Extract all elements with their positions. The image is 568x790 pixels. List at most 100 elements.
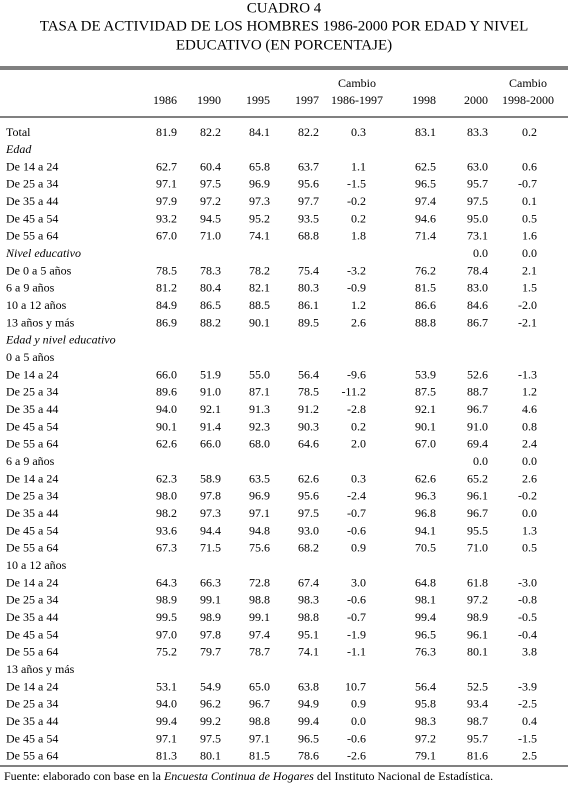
cell: -2.8	[347, 402, 366, 416]
cell: 2.6	[522, 471, 537, 485]
cell: 97.5	[200, 177, 221, 191]
cell: 71.0	[467, 541, 488, 555]
row-label: De 55 a 64	[6, 645, 58, 659]
cell: 0.0	[473, 246, 488, 260]
cell: 53.9	[415, 367, 436, 381]
cell: 96.8	[415, 506, 436, 520]
cell: 99.1	[249, 610, 270, 624]
cell: -3.9	[518, 679, 537, 693]
cell: -2.5	[518, 697, 537, 711]
row-label: De 45 a 54	[6, 731, 58, 745]
cell: 75.4	[298, 263, 319, 277]
cell: 86.9	[156, 315, 177, 329]
cell: 61.8	[467, 575, 488, 589]
cell: 1.1	[351, 159, 366, 173]
cell: 0.5	[522, 541, 537, 555]
cell: 0.3	[351, 125, 366, 139]
cell: 88.7	[467, 385, 488, 399]
cell: 78.5	[298, 385, 319, 399]
cell: 81.3	[156, 749, 177, 763]
cell: 82.2	[298, 125, 319, 139]
cell: 76.2	[415, 263, 436, 277]
cell: 92.1	[415, 402, 436, 416]
cell: 98.3	[298, 593, 319, 607]
row-label: 13 años y más	[6, 662, 75, 676]
cell: 95.6	[298, 489, 319, 503]
cell: 66.0	[156, 367, 177, 381]
cell: 0.6	[522, 159, 537, 173]
title-line: EDUCATIVO (EN PORCENTAJE)	[176, 37, 392, 53]
cell: 98.3	[415, 714, 436, 728]
cell: 78.3	[200, 263, 221, 277]
column-header: 1997	[295, 93, 319, 107]
row-label: De 25 a 34	[6, 177, 58, 191]
row-label: De 45 a 54	[6, 419, 58, 433]
cell: 94.1	[415, 523, 436, 537]
cell: 78.5	[156, 263, 177, 277]
cell: 51.9	[200, 367, 221, 381]
cell: 94.0	[156, 402, 177, 416]
cell: -2.6	[347, 749, 366, 763]
cell: 96.1	[467, 627, 488, 641]
cell: 99.4	[298, 714, 319, 728]
row-label: 10 a 12 años	[6, 558, 67, 572]
cell: 90.1	[249, 315, 270, 329]
section-label: Edad y nivel educativo	[5, 333, 116, 347]
column-header: 2000	[464, 93, 488, 107]
cell: 96.9	[249, 489, 270, 503]
cell: 90.1	[156, 419, 177, 433]
cell: 83.1	[415, 125, 436, 139]
cell: 86.5	[200, 298, 221, 312]
cell: 86.6	[415, 298, 436, 312]
cell: 80.1	[200, 749, 221, 763]
cell: 97.2	[200, 194, 221, 208]
cell: 63.5	[249, 471, 270, 485]
cell: 87.5	[415, 385, 436, 399]
cell: -1.5	[347, 177, 366, 191]
cell: 97.2	[415, 731, 436, 745]
column-header: 1998	[412, 93, 436, 107]
cell: 0.2	[351, 419, 366, 433]
cell: 91.3	[249, 402, 270, 416]
cell: 95.5	[467, 523, 488, 537]
cell: 97.4	[415, 194, 436, 208]
cell: 79.7	[200, 645, 221, 659]
cell: 63.7	[298, 159, 319, 173]
cell: 99.2	[200, 714, 221, 728]
cell: 52.5	[467, 679, 488, 693]
row-label: 0 a 5 años	[6, 350, 55, 364]
cell: 86.1	[298, 298, 319, 312]
cell: 1.3	[522, 523, 537, 537]
cell: 68.0	[249, 437, 270, 451]
cell: -0.5	[518, 610, 537, 624]
cell: 76.3	[415, 645, 436, 659]
cell: 69.4	[467, 437, 488, 451]
cell: 64.8	[415, 575, 436, 589]
cell: 97.1	[249, 731, 270, 745]
row-label: De 35 a 44	[6, 610, 58, 624]
cell: 67.4	[298, 575, 319, 589]
title-line: TASA DE ACTIVIDAD DE LOS HOMBRES 1986-20…	[40, 18, 529, 34]
cell: 97.5	[467, 194, 488, 208]
cell: 96.3	[415, 489, 436, 503]
row-label: De 25 a 34	[6, 593, 58, 607]
cell: 73.1	[467, 229, 488, 243]
cell: 72.8	[249, 575, 270, 589]
cell: 94.0	[156, 697, 177, 711]
cell: 95.7	[467, 177, 488, 191]
cell: 91.0	[200, 385, 221, 399]
cell: 0.0	[351, 714, 366, 728]
cell: 98.2	[156, 506, 177, 520]
cell: 1.8	[351, 229, 366, 243]
cell: -1.9	[347, 627, 366, 641]
cell: 2.4	[522, 437, 537, 451]
cell: 3.0	[351, 575, 366, 589]
cell: 3.8	[522, 645, 537, 659]
cell: 94.4	[200, 523, 221, 537]
row-label: De 45 a 54	[6, 211, 58, 225]
cell: -0.6	[347, 731, 366, 745]
cell: 98.9	[200, 610, 221, 624]
cell: 66.0	[200, 437, 221, 451]
cell: -0.6	[347, 593, 366, 607]
row-label: De 14 a 24	[6, 575, 58, 589]
